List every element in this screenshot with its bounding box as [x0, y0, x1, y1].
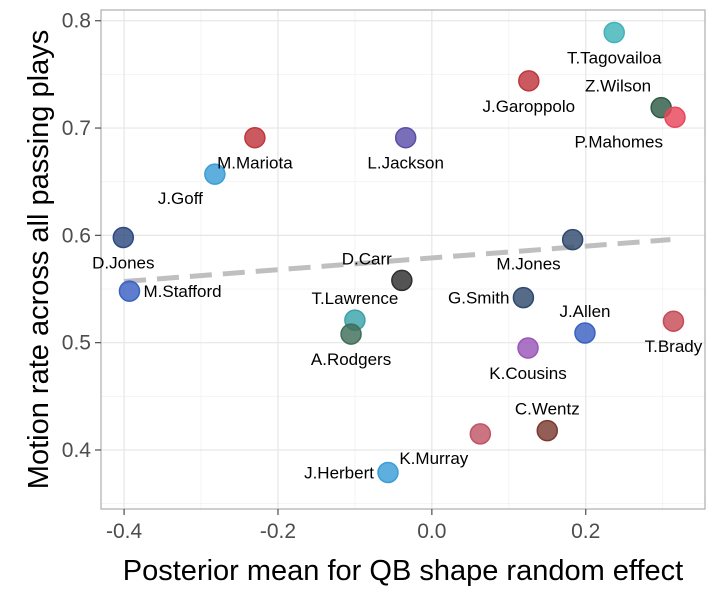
point-label: M.Stafford: [143, 282, 221, 301]
point-label: J.Garoppolo: [482, 97, 575, 116]
point-d-jones: [112, 226, 135, 249]
y-tick-label: 0.6: [62, 224, 91, 247]
point-label: A.Rodgers: [311, 350, 391, 369]
x-axis-title: Posterior mean for QB shape random effec…: [123, 555, 683, 587]
y-axis-title: Motion rate across all passing plays: [23, 30, 55, 489]
point-m-stafford: [118, 280, 141, 302]
y-tick-label: 0.5: [62, 332, 91, 355]
point-label: K.Cousins: [489, 364, 566, 383]
point-label: G.Smith: [448, 289, 509, 308]
x-tick-label: 0.2: [571, 520, 600, 543]
point-t-brady: [662, 310, 685, 332]
point-d-carr: [391, 269, 413, 292]
point-k-murray: [469, 423, 492, 445]
y-tick-label: 0.4: [62, 439, 92, 462]
point-j-garoppolo: [518, 70, 540, 92]
point-k-cousins: [517, 337, 539, 359]
point-label: M.Jones: [496, 255, 560, 274]
x-tick-label: -0.2: [260, 520, 296, 543]
point-label: C.Wentz: [515, 400, 580, 419]
data-points: [112, 21, 686, 484]
point-p-mahomes: [664, 106, 686, 129]
x-tick-label: 0.0: [417, 520, 446, 543]
point-l-jackson: [394, 126, 417, 149]
point-j-goff: [204, 163, 226, 185]
point-label: P.Mahomes: [574, 132, 663, 151]
plot-panel-border: [100, 9, 706, 510]
point-j-allen: [574, 322, 596, 344]
point-m-jones: [561, 228, 584, 251]
y-tick-label: 0.7: [62, 117, 91, 140]
point-m-mariota: [244, 126, 266, 149]
trend-line-group: [123, 237, 671, 284]
y-axis-ticks: 0.4 0.5 0.6 0.7 0.8: [62, 10, 101, 462]
point-label: J.Herbert: [304, 464, 374, 483]
point-label: D.Jones: [92, 254, 154, 273]
point-label: L.Jackson: [367, 154, 444, 173]
point-label: J.Goff: [158, 189, 203, 208]
point-g-smith: [512, 286, 535, 309]
point-c-wentz: [536, 419, 559, 442]
y-tick-label: 0.8: [62, 10, 91, 33]
point-a-rodgers: [340, 323, 362, 345]
point-label: D.Carr: [342, 249, 392, 268]
point-j-herbert: [377, 461, 399, 484]
x-tick-label: -0.4: [106, 520, 143, 543]
point-label: J.Allen: [559, 302, 610, 321]
point-labels: T.Tagovailoa J.Garoppolo Z.Wilson P.Mahomes…: [92, 49, 703, 483]
point-label: T.Lawrence: [311, 289, 398, 308]
minor-gridlines: [101, 10, 705, 509]
point-label: Z.Wilson: [585, 77, 651, 96]
point-label: K.Murray: [399, 449, 468, 468]
point-label: T.Brady: [645, 337, 703, 356]
trend-line: [123, 237, 671, 284]
point-label: M.Mariota: [217, 154, 293, 173]
point-t-tagovailoa: [603, 21, 625, 44]
point-label: T.Tagovailoa: [567, 49, 662, 68]
x-axis-ticks: -0.4 -0.2 0.0 0.2: [106, 509, 600, 543]
